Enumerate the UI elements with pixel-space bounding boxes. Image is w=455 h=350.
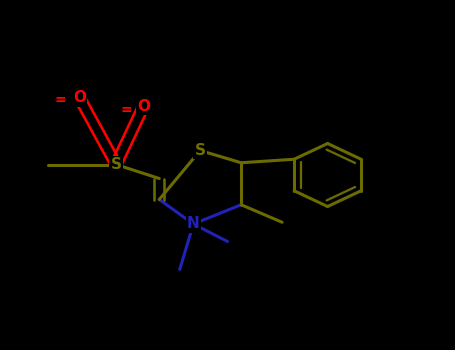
Text: O: O: [73, 91, 86, 105]
Text: =: =: [55, 93, 66, 107]
Text: S: S: [111, 157, 121, 172]
Text: O: O: [137, 99, 150, 114]
Text: N: N: [187, 217, 200, 231]
Text: =: =: [120, 103, 132, 117]
Text: S: S: [195, 143, 206, 158]
